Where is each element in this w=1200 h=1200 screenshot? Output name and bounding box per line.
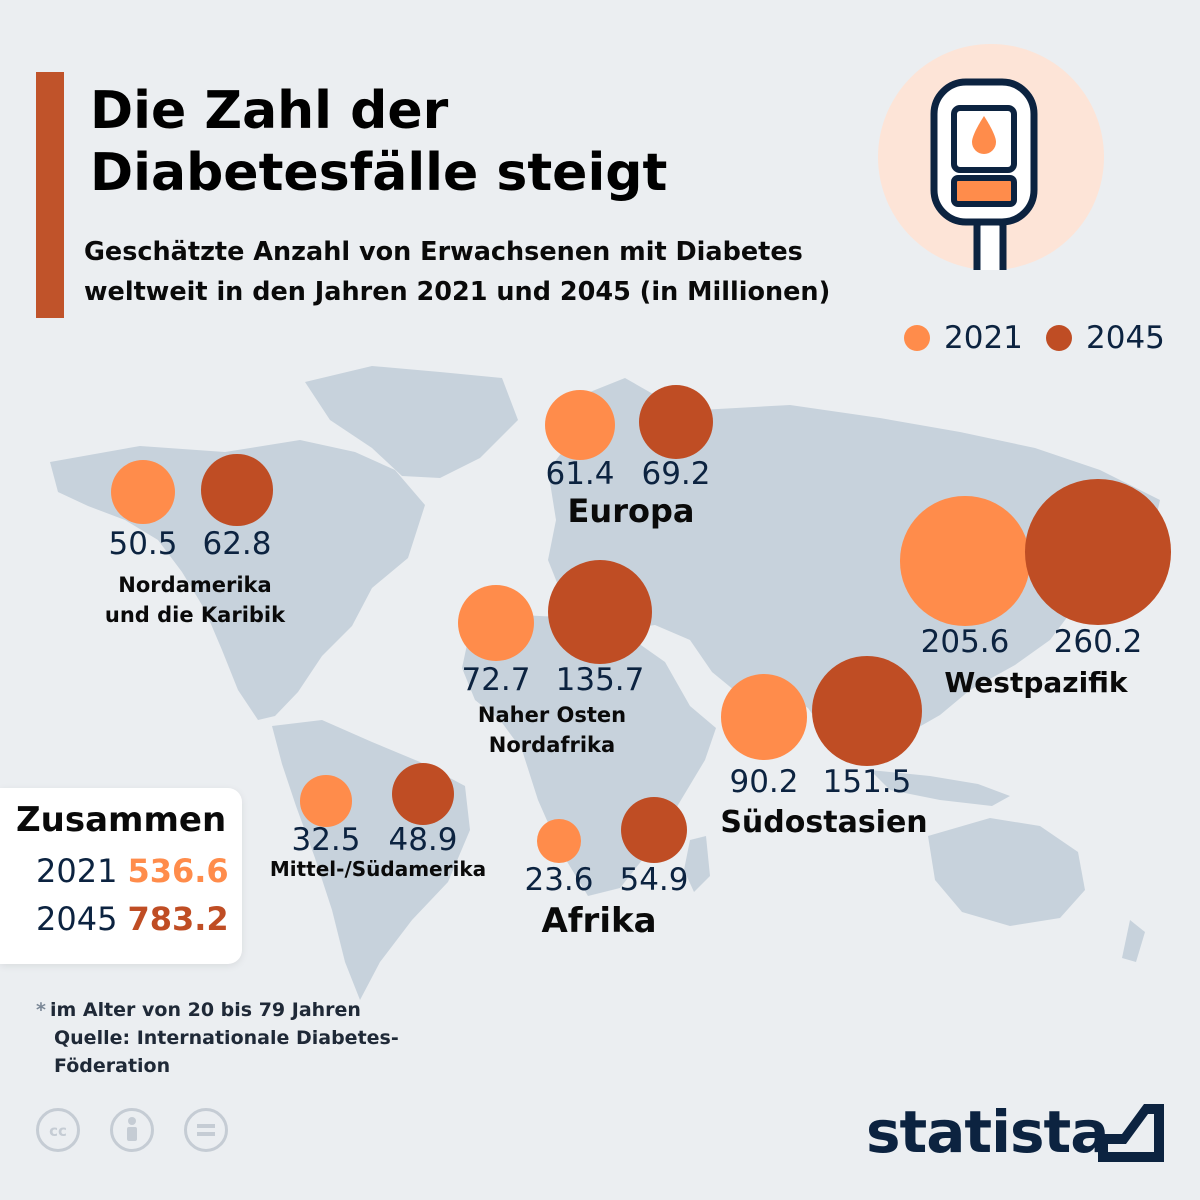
region-label-na-line2: und die Karibik — [104, 603, 286, 627]
totals-box: Zusammen 2021 536.6 2045 783.2 — [0, 788, 242, 964]
legend-2021: 2021 — [904, 318, 1023, 358]
bubble-eu-2045 — [638, 384, 714, 460]
value-label-sa-2021: 32.5 — [291, 822, 361, 858]
legend-dot-2045 — [1046, 325, 1072, 351]
map-indonesia — [870, 770, 1010, 806]
map-greenland — [305, 366, 518, 478]
footnote-source: Quelle: Internationale Diabetes- — [54, 1027, 399, 1049]
region-label-na-line1: Nordamerika — [118, 573, 272, 597]
bubble-af-2045 — [620, 796, 688, 864]
region-label-south-east-asia: Südostasien — [720, 805, 928, 840]
value-label-af-2021: 23.6 — [524, 862, 594, 898]
value-label-sa-2045: 48.9 — [388, 822, 458, 858]
region-label-north-america: Nordamerika und die Karibik — [35, 570, 355, 630]
map-madagascar — [684, 836, 710, 892]
value-label-me-2021: 72.7 — [461, 662, 531, 698]
title-accent-bar — [36, 72, 64, 318]
glucose-meter-icon — [878, 44, 1104, 270]
value-label-af-2045: 54.9 — [619, 862, 689, 898]
attribution-icon[interactable] — [110, 1108, 154, 1152]
legend-2045: 2045 — [1046, 318, 1165, 358]
region-label-me-line2: Nordafrika — [488, 733, 616, 757]
page-subtitle: Geschätzte Anzahl von Erwachsenen mit Di… — [84, 237, 831, 307]
bubble-na-2045 — [201, 454, 273, 526]
page-title: Die Zahl der Diabetesfälle steigt — [90, 81, 668, 203]
footnote-age: im Alter von 20 bis 79 Jahren — [49, 999, 361, 1021]
statista-logo-icon — [1098, 1104, 1164, 1162]
region-label-west-pacific: Westpazifik — [944, 666, 1128, 699]
attribution-icon-glyph — [127, 1117, 137, 1141]
totals-row-2021: 2021 536.6 — [36, 852, 229, 890]
region-label-europe: Europa — [567, 492, 695, 530]
value-label-na-2045: 62.8 — [202, 526, 272, 562]
bubble-af-2021 — [537, 819, 581, 863]
bubble-sea-2021 — [721, 674, 807, 760]
brand-logo-text[interactable]: statista — [866, 1098, 1109, 1166]
map-new-zealand — [1122, 920, 1145, 962]
bubble-sa-2045 — [391, 762, 455, 826]
region-label-me-line1: Naher Osten — [477, 703, 627, 727]
totals-row-2045: 2045 783.2 — [36, 900, 229, 938]
value-label-sea-2045: 151.5 — [822, 764, 912, 800]
value-label-na-2021: 50.5 — [108, 526, 178, 562]
legend-label-2045: 2045 — [1086, 320, 1165, 356]
totals-year-2021: 2021 — [36, 852, 118, 890]
bubble-na-2021 — [111, 460, 175, 524]
svg-text:cc: cc — [49, 1122, 67, 1140]
bubble-wp-2045 — [1025, 479, 1171, 625]
noderivs-icon[interactable] — [184, 1108, 228, 1152]
totals-year-2045: 2045 — [36, 900, 118, 938]
map-eurasia — [548, 405, 1160, 760]
value-label-me-2045: 135.7 — [555, 662, 645, 698]
region-label-africa: Afrika — [541, 901, 657, 941]
noderivs-icon-glyph — [197, 1124, 215, 1136]
map-australia — [928, 818, 1085, 926]
bubble-me-2021 — [457, 584, 535, 662]
value-label-eu-2021: 61.4 — [545, 456, 615, 492]
region-label-middle-east: Naher Osten Nordafrika — [392, 700, 712, 760]
bubble-me-2045 — [547, 559, 653, 665]
footnote: * im Alter von 20 bis 79 Jahren Quelle: I… — [36, 996, 399, 1080]
footnote-source-cont: Föderation — [54, 1055, 171, 1077]
bubble-sea-2045 — [811, 655, 923, 767]
cc-icon-glyph: cc — [49, 1122, 67, 1140]
value-label-wp-2021: 205.6 — [920, 624, 1010, 660]
bubble-eu-2021 — [544, 389, 616, 461]
value-label-sea-2021: 90.2 — [729, 764, 799, 800]
footnote-star: * — [36, 999, 46, 1021]
totals-value-2021: 536.6 — [127, 852, 229, 890]
totals-heading: Zusammen — [16, 800, 227, 840]
totals-value-2045: 783.2 — [127, 900, 229, 938]
cc-icon[interactable]: cc — [36, 1108, 80, 1152]
bubble-wp-2021 — [900, 496, 1030, 626]
bubble-sa-2021 — [300, 775, 352, 827]
value-label-eu-2045: 69.2 — [641, 456, 711, 492]
legend-dot-2021 — [904, 325, 930, 351]
value-label-wp-2045: 260.2 — [1053, 624, 1143, 660]
region-label-south-america: Mittel-/Südamerika — [269, 857, 487, 881]
legend-label-2021: 2021 — [944, 320, 1023, 356]
